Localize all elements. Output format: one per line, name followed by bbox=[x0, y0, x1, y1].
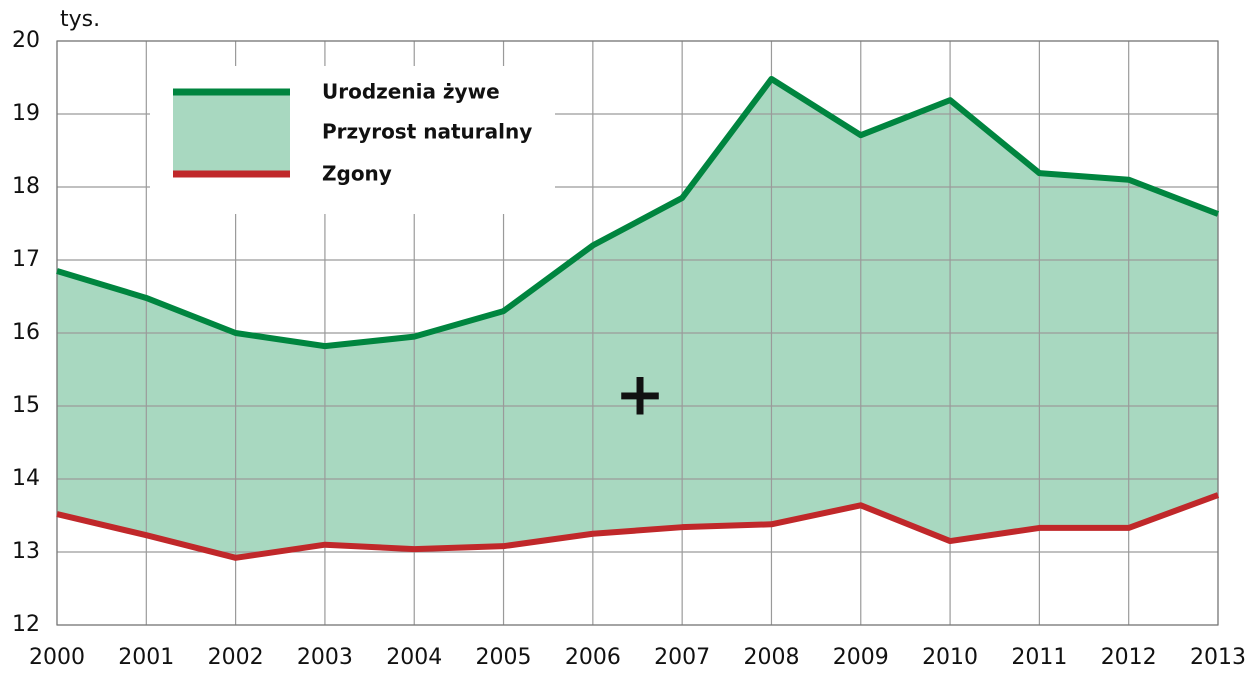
x-tick-label: 2012 bbox=[1101, 645, 1157, 670]
legend-label: Przyrost naturalny bbox=[322, 120, 532, 144]
x-tick-label: 2013 bbox=[1190, 645, 1246, 670]
x-tick-label: 2007 bbox=[654, 645, 710, 670]
plot-border bbox=[56, 40, 1219, 626]
y-tick-label: 16 bbox=[12, 320, 40, 345]
x-tick-label: 2002 bbox=[208, 645, 264, 670]
x-tick-label: 2010 bbox=[922, 645, 978, 670]
x-tick-label: 2004 bbox=[386, 645, 442, 670]
legend-label: Zgony bbox=[322, 162, 392, 186]
y-tick-label: 19 bbox=[12, 101, 40, 126]
y-tick-label: 17 bbox=[12, 247, 40, 272]
x-tick-label: 2008 bbox=[743, 645, 799, 670]
x-tick-label: 2011 bbox=[1011, 645, 1067, 670]
x-tick-label: 2001 bbox=[118, 645, 174, 670]
y-tick-label: 20 bbox=[12, 28, 40, 53]
annotation: + bbox=[615, 360, 665, 430]
y-tick-label: 14 bbox=[12, 466, 40, 491]
y-axis-label: tys. bbox=[60, 7, 100, 32]
x-tick-label: 2005 bbox=[476, 645, 532, 670]
y-tick-label: 15 bbox=[12, 393, 40, 418]
y-tick-label: 12 bbox=[12, 612, 40, 637]
y-tick-label: 13 bbox=[12, 539, 40, 564]
series-line bbox=[56, 492, 1220, 561]
legend-area-swatch bbox=[173, 92, 290, 174]
x-tick-label: 2009 bbox=[833, 645, 889, 670]
series-line bbox=[56, 75, 1220, 350]
x-tick-label: 2003 bbox=[297, 645, 353, 670]
legend-label: Urodzenia żywe bbox=[322, 80, 500, 104]
x-tick-label: 2000 bbox=[29, 645, 85, 670]
x-tick-label: 2006 bbox=[565, 645, 621, 670]
y-tick-label: 18 bbox=[12, 174, 40, 199]
natural-increase-area bbox=[57, 78, 1218, 558]
